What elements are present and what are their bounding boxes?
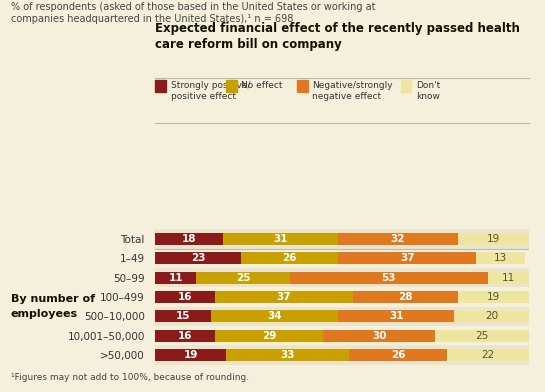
Bar: [323, 330, 435, 341]
Bar: [353, 291, 458, 303]
Bar: [458, 291, 529, 303]
Bar: [458, 233, 529, 245]
Bar: [290, 272, 488, 283]
Bar: [435, 330, 529, 341]
Text: 29: 29: [262, 330, 276, 341]
Text: 18: 18: [181, 234, 196, 244]
Bar: [155, 310, 211, 322]
Text: 31: 31: [389, 311, 403, 321]
Bar: [155, 249, 529, 268]
Text: 22: 22: [481, 350, 494, 360]
Bar: [226, 349, 349, 361]
Bar: [155, 326, 529, 345]
Bar: [446, 349, 529, 361]
Bar: [215, 291, 353, 303]
Text: 20: 20: [485, 311, 498, 321]
Bar: [155, 233, 222, 245]
Text: 31: 31: [273, 234, 288, 244]
Text: ¹Figures may not add to 100%, because of rounding.: ¹Figures may not add to 100%, because of…: [11, 373, 249, 382]
Bar: [349, 349, 446, 361]
Text: employees: employees: [11, 309, 78, 319]
Text: companies headquartered in the United States),¹ n = 698: companies headquartered in the United St…: [11, 14, 293, 24]
Text: 11: 11: [168, 272, 183, 283]
Text: 25: 25: [475, 330, 489, 341]
Bar: [155, 229, 529, 249]
Bar: [155, 272, 196, 283]
Text: No effect: No effect: [241, 81, 283, 90]
Text: 23: 23: [191, 253, 205, 263]
Bar: [338, 233, 458, 245]
Bar: [155, 252, 241, 264]
Bar: [241, 252, 338, 264]
Bar: [155, 345, 529, 365]
Text: 19: 19: [487, 234, 500, 244]
Text: 16: 16: [178, 330, 192, 341]
Text: By number of: By number of: [11, 294, 95, 304]
Bar: [155, 287, 529, 307]
Bar: [155, 268, 529, 287]
Text: Don't
know: Don't know: [416, 81, 440, 101]
Bar: [454, 310, 529, 322]
Bar: [196, 272, 290, 283]
Text: Negative/strongly
negative effect: Negative/strongly negative effect: [312, 81, 393, 101]
Text: 25: 25: [236, 272, 250, 283]
Text: 19: 19: [184, 350, 198, 360]
Text: Expected financial effect of the recently passed health
care reform bill on comp: Expected financial effect of the recentl…: [155, 22, 520, 51]
Bar: [155, 330, 215, 341]
Text: 15: 15: [176, 311, 191, 321]
Bar: [155, 349, 226, 361]
Bar: [155, 307, 529, 326]
Text: 16: 16: [178, 292, 192, 302]
Text: 33: 33: [281, 350, 295, 360]
Text: 53: 53: [382, 272, 396, 283]
Text: 34: 34: [268, 311, 282, 321]
Bar: [222, 233, 338, 245]
Text: 32: 32: [391, 234, 405, 244]
Bar: [338, 252, 476, 264]
Text: 37: 37: [400, 253, 415, 263]
Text: 13: 13: [494, 253, 507, 263]
Text: 11: 11: [501, 272, 514, 283]
Text: 26: 26: [391, 350, 405, 360]
Text: 30: 30: [372, 330, 386, 341]
Text: 37: 37: [277, 292, 292, 302]
Bar: [211, 310, 338, 322]
Bar: [476, 252, 525, 264]
Text: 19: 19: [487, 292, 500, 302]
Bar: [155, 291, 215, 303]
Bar: [338, 310, 454, 322]
Bar: [215, 330, 323, 341]
Text: 26: 26: [282, 253, 297, 263]
Text: Strongly positive/
positive effect: Strongly positive/ positive effect: [171, 81, 250, 101]
Text: 28: 28: [398, 292, 413, 302]
Text: % of respondents (asked of those based in the United States or working at: % of respondents (asked of those based i…: [11, 2, 376, 12]
Bar: [488, 272, 529, 283]
